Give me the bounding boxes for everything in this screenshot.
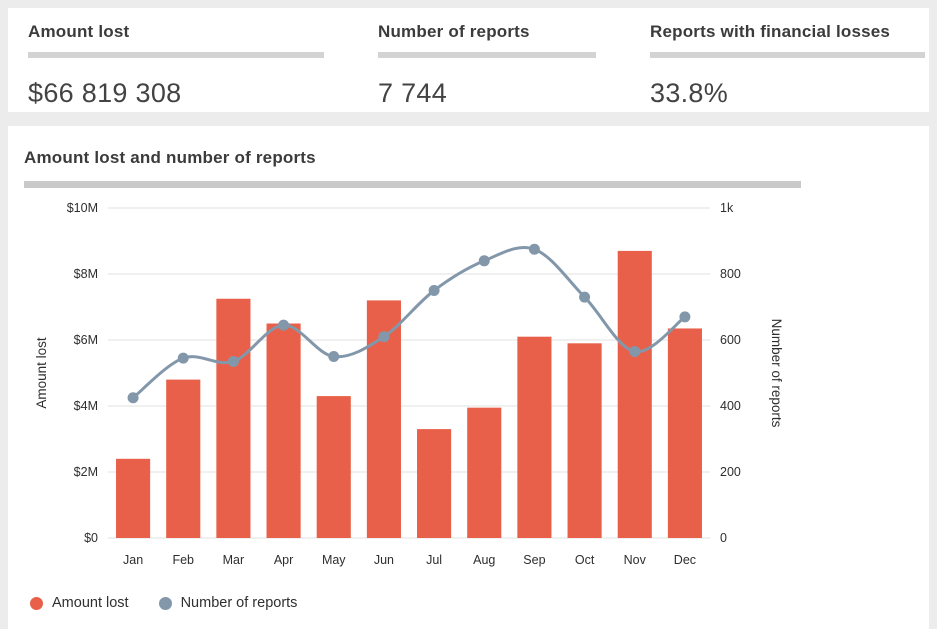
legend-label: Amount lost xyxy=(52,595,129,611)
combo-chart: $0 0 $2M 200 $4M 400 $6M 600 $8M 800 $10M 1k Jan Feb M… xyxy=(24,192,913,593)
kpi-label: Reports with financial losses xyxy=(650,22,891,41)
amount-lost-bar xyxy=(266,323,301,538)
line-marker xyxy=(579,291,591,303)
amount-lost-bar xyxy=(467,407,502,538)
line-marker xyxy=(528,243,540,255)
kpi-value: 33.8% xyxy=(650,78,729,108)
amount-lost-bar xyxy=(617,250,652,538)
right-axis-tick-label: 200 xyxy=(720,465,741,479)
kpi-amount-lost: Amount lost $66 819 308 xyxy=(8,8,358,112)
chart-legend: Amount lost Number of reports xyxy=(30,595,913,611)
kpi-value: $66 819 308 xyxy=(28,78,182,108)
line-marker xyxy=(177,352,189,364)
month-label: Nov xyxy=(624,553,647,567)
chart-divider xyxy=(24,181,801,188)
line-marker xyxy=(227,355,239,367)
right-axis-tick-label: 400 xyxy=(720,399,741,413)
kpi-label: Number of reports xyxy=(378,22,530,41)
kpi-strip: Amount lost $66 819 308 Number of report… xyxy=(8,8,929,112)
kpi-label: Amount lost xyxy=(28,22,130,41)
legend-item-number-of-reports[interactable]: Number of reports xyxy=(158,595,298,611)
month-label: Jan xyxy=(123,553,143,567)
line-marker xyxy=(127,392,139,404)
legend-dot-amount-lost-icon xyxy=(30,596,43,610)
month-label: Mar xyxy=(223,553,245,567)
left-axis-title: Amount lost xyxy=(34,337,49,409)
amount-lost-bar xyxy=(417,429,452,538)
kpi-divider xyxy=(28,52,324,58)
left-axis-tick-label: $4M xyxy=(74,399,98,413)
month-label: Feb xyxy=(172,553,194,567)
line-marker xyxy=(428,285,440,296)
amount-lost-bar xyxy=(567,343,602,538)
kpi-value: 7 744 xyxy=(378,78,448,108)
reports-line xyxy=(132,246,686,399)
right-axis-tick-label: 600 xyxy=(720,333,741,347)
line-marker xyxy=(629,346,641,358)
left-axis-tick-label: $0 xyxy=(84,531,98,545)
left-axis-tick-label: $8M xyxy=(74,267,98,281)
month-label: Jun xyxy=(374,553,394,567)
line-marker xyxy=(278,319,290,331)
legend-label: Number of reports xyxy=(180,595,298,611)
kpi-reports-with-losses: Reports with financial losses 33.8% xyxy=(630,8,929,112)
right-axis-tick-label: 1k xyxy=(720,201,734,215)
chart-title: Amount lost and number of reports xyxy=(24,148,316,167)
amount-lost-bar xyxy=(116,458,151,538)
kpi-number-of-reports: Number of reports 7 744 xyxy=(358,8,630,112)
left-axis-tick-label: $10M xyxy=(67,201,98,215)
amount-lost-bar xyxy=(166,379,201,538)
line-marker xyxy=(328,351,340,362)
month-label: Jul xyxy=(426,553,442,567)
amount-lost-bar xyxy=(216,298,251,538)
month-label: May xyxy=(322,553,346,567)
month-label: Sep xyxy=(523,553,545,567)
month-label: Apr xyxy=(274,553,293,567)
right-axis-tick-label: 800 xyxy=(720,267,741,281)
right-axis-tick-label: 0 xyxy=(720,531,727,545)
kpi-divider xyxy=(650,52,925,58)
kpi-divider xyxy=(378,52,596,58)
left-axis-tick-label: $6M xyxy=(74,333,98,347)
amount-lost-bar xyxy=(667,328,702,538)
line-marker xyxy=(679,311,691,323)
legend-dot-number-of-reports-icon xyxy=(158,596,172,610)
left-axis-tick-label: $2M xyxy=(74,465,98,479)
amount-lost-bar xyxy=(517,336,552,538)
legend-item-amount-lost[interactable]: Amount lost xyxy=(30,595,129,611)
right-axis-title: Number of reports xyxy=(769,319,784,428)
combo-chart-svg: $0 0 $2M 200 $4M 400 $6M 600 $8M 800 $10M 1k Jan Feb M… xyxy=(34,201,784,567)
line-marker xyxy=(478,255,490,267)
line-marker xyxy=(378,331,390,343)
chart-card: Amount lost and number of reports $0 0 $2M… xyxy=(8,126,929,629)
month-label: Dec xyxy=(674,553,696,567)
month-label: Aug xyxy=(473,553,495,567)
amount-lost-bar xyxy=(316,396,351,538)
month-label: Oct xyxy=(575,553,595,567)
